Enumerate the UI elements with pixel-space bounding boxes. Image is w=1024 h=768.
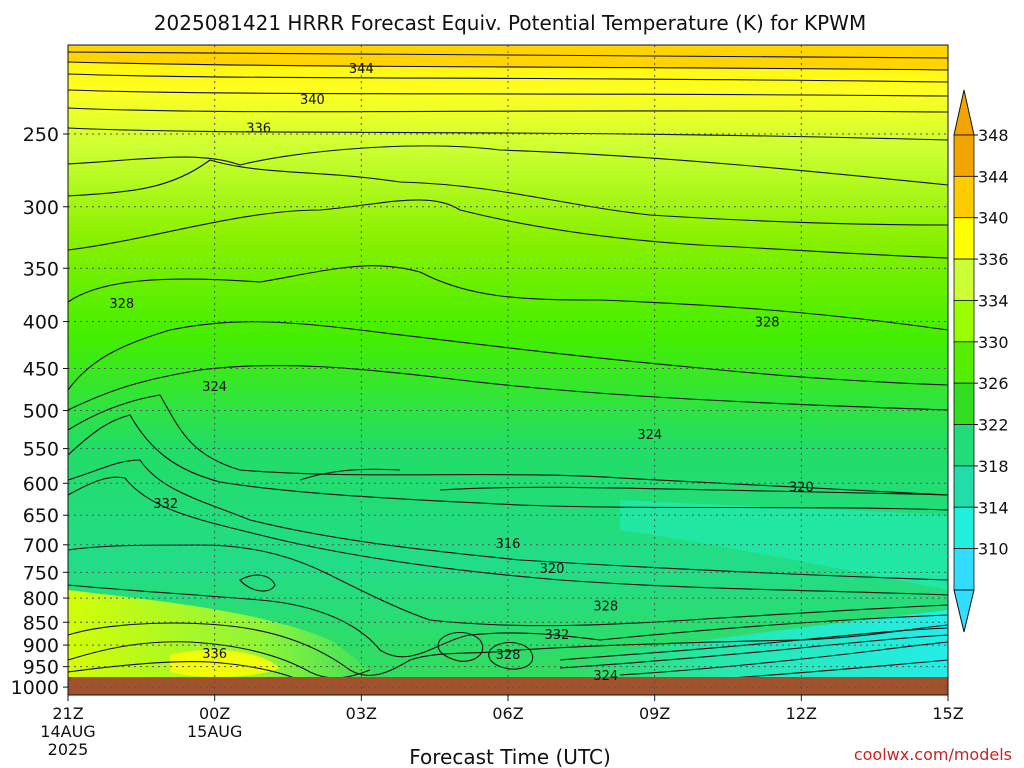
y-tick-label: 600 (23, 473, 59, 495)
contour-lines (67, 51, 949, 681)
x-tick-sublabel: 15AUG (187, 722, 242, 741)
chart-title: 2025081421 HRRR Forecast Equiv. Potentia… (154, 11, 866, 35)
colorbar-label: 322 (978, 416, 1009, 435)
colorbar-swatch (953, 465, 975, 508)
ground-strip (68, 677, 948, 695)
contour-label: 320 (789, 481, 814, 496)
contour-label: 324 (202, 380, 227, 395)
y-tick-label: 800 (23, 588, 59, 610)
x-tick-label: 15Z (932, 704, 963, 723)
x-axis-label: Forecast Time (UTC) (409, 745, 611, 768)
x-tick-label: 03Z (346, 704, 377, 723)
y-tick-label: 550 (23, 439, 59, 461)
contour-label: 332 (544, 628, 569, 643)
colorbar-swatch (953, 175, 975, 219)
dry-region-mid (620, 500, 948, 590)
contour-label: 328 (593, 599, 618, 614)
colorbar-label: 326 (978, 374, 1009, 393)
colorbar-label: 330 (978, 333, 1009, 352)
colorbar-swatch (953, 424, 975, 467)
contour-label: 328 (109, 297, 134, 312)
y-tick-label: 700 (23, 535, 59, 557)
x-tick-label: 00Z (199, 704, 230, 723)
contour-label: 324 (593, 669, 618, 684)
colorbar-label: 336 (978, 250, 1009, 269)
colorbar-swatch (953, 134, 975, 177)
colorbar-extend-top (953, 89, 975, 136)
y-tick-label: 350 (23, 258, 59, 280)
colorbar-swatch (953, 506, 975, 550)
colorbar-extend-bottom (953, 589, 975, 633)
y-tick-label: 1000 (11, 677, 59, 699)
y-tick-label: 900 (23, 635, 59, 657)
y-tick-label: 400 (23, 312, 59, 334)
contour-label: 316 (496, 537, 521, 552)
colorbar-label: 334 (978, 291, 1009, 310)
colorbar-label: 344 (978, 167, 1009, 186)
credit-link[interactable]: coolwx.com/models (854, 745, 1012, 764)
x-tick-label: 12Z (786, 704, 817, 723)
colorbar-label: 310 (978, 540, 1009, 559)
y-tick-label: 500 (23, 401, 59, 423)
grid (68, 45, 948, 695)
contour-label: 328 (755, 316, 780, 331)
colorbar-swatch (953, 217, 975, 260)
y-tick-label: 850 (23, 612, 59, 634)
contour-label: 336 (246, 122, 271, 137)
y-tick-label: 450 (23, 359, 59, 381)
y-tick-label: 750 (23, 562, 59, 584)
y-tick-label: 650 (23, 505, 59, 527)
colorbar-label: 348 (978, 126, 1009, 145)
colorbar-swatch (953, 382, 975, 425)
colorbar-swatch (953, 548, 975, 591)
contour-labels: 344 340 336 328 328 324 324 320 332 316 320 328 332 3… (109, 62, 814, 684)
y-tick-label: 250 (23, 124, 59, 146)
colorbar: 348 344 340 336 334 330 326 322 318 314 310 (953, 89, 1009, 633)
y-tick-label: 950 (23, 657, 59, 679)
contour-label: 324 (637, 428, 662, 443)
colorbar-swatch (953, 300, 975, 343)
dry-region-low (560, 610, 948, 682)
x-tick-label: 06Z (492, 704, 523, 723)
warm-moist-region (68, 590, 390, 682)
colorbar-swatch (953, 258, 975, 301)
x-tick-sublabel: 14AUG (40, 722, 95, 741)
contour-label: 320 (540, 562, 565, 577)
x-tick-label: 09Z (639, 704, 670, 723)
contour-label: 336 (202, 647, 227, 662)
x-tick-sublabel: 2025 (48, 740, 89, 759)
colorbar-label: 314 (978, 498, 1009, 517)
contour-label: 332 (153, 497, 178, 512)
contour-label: 328 (496, 648, 521, 663)
colorbar-label: 340 (978, 209, 1009, 228)
colorbar-label: 318 (978, 457, 1009, 476)
contour-label: 340 (300, 93, 325, 108)
y-axis: 2503003504004505005506006507007508008509… (11, 124, 68, 699)
colorbar-swatch (953, 341, 975, 384)
y-tick-label: 300 (23, 197, 59, 219)
x-tick-label: 21Z (52, 704, 83, 723)
contour-label: 344 (349, 62, 374, 77)
